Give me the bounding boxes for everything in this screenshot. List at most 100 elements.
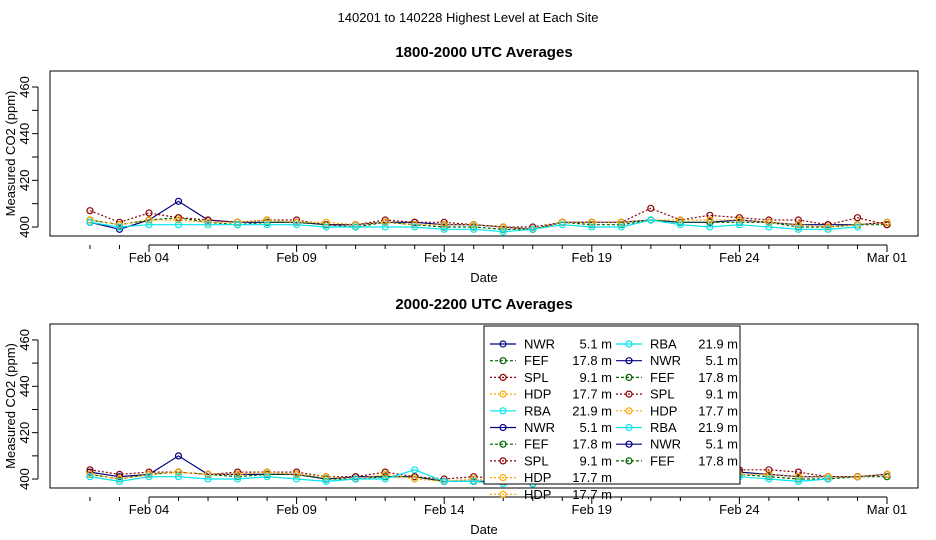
- data-point-spl: [529, 223, 537, 231]
- panel-2-title: 2000-2200 UTC Averages: [395, 296, 572, 313]
- data-point-rba: [115, 223, 124, 231]
- data-point-rba: [470, 477, 478, 485]
- legend-item: FEF 17.8 m: [490, 353, 612, 368]
- data-point-fef: [381, 473, 389, 481]
- data-point-rba: [411, 223, 419, 231]
- data-point-hdp: [322, 473, 330, 481]
- data-point-spl: [883, 221, 891, 229]
- data-point-rba: [529, 225, 537, 233]
- legend-marker: [499, 457, 507, 465]
- x-tick-label: Feb 24: [719, 502, 759, 517]
- data-point-spl: [647, 204, 655, 212]
- data-point-hdp: [352, 221, 360, 229]
- data-point-hdp: [765, 218, 773, 226]
- data-point-hdp: [794, 221, 803, 229]
- x-tick-label: Feb 24: [719, 250, 759, 265]
- panel-1-title: 1800-2000 UTC Averages: [395, 44, 572, 61]
- data-point-spl: [470, 473, 478, 481]
- legend-item: NWR 5.1 m: [616, 437, 738, 452]
- panel-2-x-axis: Feb 04 Feb 09 Feb 14 Feb 19 Feb 24 Mar 01: [89, 496, 907, 517]
- data-point-spl: [381, 468, 389, 476]
- data-point-rba: [499, 228, 507, 236]
- panel-1-y-label: Measured CO2 (ppm): [3, 91, 18, 217]
- legend-height: 21.9 m: [698, 337, 738, 352]
- data-point-rba: [86, 218, 94, 226]
- data-point-rba: [853, 223, 862, 231]
- data-point-spl: [86, 207, 94, 215]
- data-point-rba: [86, 473, 94, 481]
- legend-marker: [625, 357, 633, 365]
- data-point-fef: [706, 218, 714, 226]
- panel-1-series: [86, 197, 891, 236]
- legend-item: FEF 17.8 m: [490, 437, 612, 452]
- panel-2-x-label: Date: [470, 522, 497, 537]
- data-point-hdp: [765, 470, 773, 478]
- data-point-rba: [381, 223, 389, 231]
- data-point-spl: [794, 468, 803, 476]
- x-tick-label: Feb 14: [424, 502, 464, 517]
- x-tick-label: Feb 19: [572, 502, 612, 517]
- data-point-hdp: [145, 470, 153, 478]
- data-point-rba: [234, 221, 242, 229]
- x-tick-label: Feb 04: [129, 250, 169, 265]
- data-point-hdp: [145, 216, 153, 224]
- data-point-spl: [735, 214, 744, 222]
- data-point-spl: [440, 218, 448, 226]
- legend-height: 9.1 m: [579, 453, 612, 468]
- legend-item: RBA 21.9 m: [616, 420, 738, 435]
- data-point-rba: [174, 473, 183, 481]
- y-tick-label: 400: [17, 468, 32, 490]
- legend-marker: [499, 340, 507, 348]
- legend-marker: [499, 490, 507, 498]
- data-point-spl: [765, 466, 773, 474]
- legend-site: NWR: [650, 353, 681, 368]
- legend-marker: [625, 440, 633, 448]
- data-point-hdp: [676, 216, 685, 224]
- data-point-rba: [234, 475, 242, 483]
- legend-site: SPL: [524, 370, 549, 385]
- data-point-spl: [293, 468, 301, 476]
- data-point-spl: [86, 466, 94, 474]
- legend-item: SPL 9.1 m: [616, 387, 738, 402]
- data-point-fef: [263, 470, 271, 478]
- legend-item: NWR 5.1 m: [490, 337, 612, 352]
- data-point-rba: [174, 221, 183, 229]
- data-point-hdp: [617, 218, 625, 226]
- data-point-rba: [263, 221, 271, 229]
- legend-site: HDP: [524, 470, 551, 485]
- data-point-spl: [381, 216, 389, 224]
- data-point-fef: [765, 473, 773, 481]
- legend-site: HDP: [650, 403, 677, 418]
- legend-site: FEF: [524, 437, 549, 452]
- data-point-hdp: [499, 223, 507, 231]
- legend-item: FEF 17.8 m: [616, 370, 738, 385]
- series-line-fef: [89, 217, 887, 230]
- data-point-hdp: [174, 468, 183, 476]
- data-point-spl: [174, 214, 183, 222]
- legend-height: 21.9 m: [572, 403, 612, 418]
- data-point-spl: [794, 216, 803, 224]
- data-point-spl: [204, 216, 212, 224]
- legend-marker: [499, 407, 507, 415]
- y-tick-label: 440: [17, 123, 32, 145]
- x-tick-label: Mar 01: [867, 250, 907, 265]
- legend-height: 9.1 m: [579, 370, 612, 385]
- y-tick-label: 420: [17, 169, 32, 191]
- data-point-hdp: [381, 470, 389, 478]
- data-point-hdp: [853, 221, 862, 229]
- legend-box: [483, 325, 741, 485]
- data-point-rba: [647, 216, 655, 224]
- legend-marker: [625, 340, 633, 348]
- data-point-rba: [765, 223, 773, 231]
- data-point-spl: [824, 221, 832, 229]
- data-point-hdp: [293, 470, 301, 478]
- data-point-spl: [115, 470, 124, 478]
- legend-marker: [625, 457, 633, 465]
- legend-item: RBA 21.9 m: [616, 337, 738, 352]
- data-point-fef: [470, 223, 478, 231]
- legend-height: 5.1 m: [579, 337, 612, 352]
- data-point-rba: [706, 223, 714, 231]
- data-point-fef: [794, 223, 803, 231]
- panel-1: 1800-2000 UTC Averages Date Measured CO2…: [3, 44, 919, 285]
- data-point-rba: [293, 475, 301, 483]
